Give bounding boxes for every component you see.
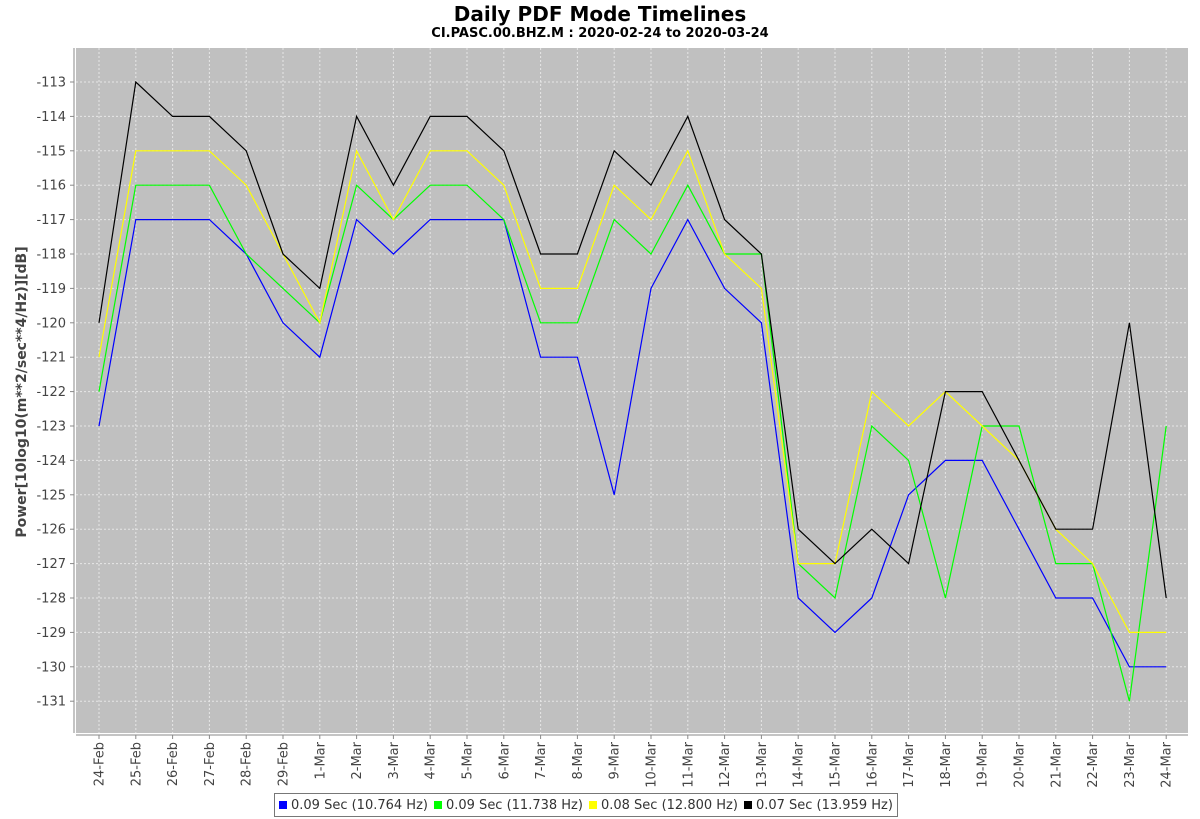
x-tick-label: 24-Feb [93, 742, 108, 786]
series-line-3 [98, 149, 1167, 634]
y-tick-label: -122 [36, 385, 66, 400]
x-tick-label: 9-Mar [608, 741, 623, 779]
y-tick-label: -116 [36, 179, 66, 194]
x-tick-label: 15-Mar [829, 741, 844, 787]
y-tick-label: -119 [36, 282, 66, 297]
x-tick-label: 3-Mar [387, 741, 402, 779]
y-tick-label: -129 [36, 626, 66, 641]
y-tick-label: -114 [36, 110, 66, 125]
legend-swatch [588, 801, 597, 809]
x-tick-label: 7-Mar [534, 741, 549, 779]
y-tick-label: -118 [36, 248, 66, 263]
x-tick-label: 8-Mar [571, 741, 586, 779]
x-tick-label: 19-Mar [976, 741, 991, 787]
legend-item-1: 0.09 Sec (10.764 Hz) [279, 798, 428, 813]
y-tick-label: -117 [36, 213, 66, 228]
legend-swatch [743, 801, 752, 809]
series-lines [98, 80, 1167, 702]
grid-lines [76, 48, 1188, 733]
chart-subtitle: CI.PASC.00.BHZ.M : 2020-02-24 to 2020-03… [431, 26, 769, 41]
y-tick-label: -127 [36, 557, 66, 572]
x-tick-label: 27-Feb [203, 742, 218, 786]
chart-title: Daily PDF Mode Timelines [453, 2, 747, 26]
y-tick-label: -126 [36, 523, 66, 538]
y-tick-label: -123 [36, 420, 66, 435]
x-tick-label: 16-Mar [865, 741, 880, 787]
x-tick-label: 17-Mar [902, 741, 917, 787]
y-tick-label: -113 [36, 76, 66, 91]
x-tick-label: 14-Mar [792, 741, 807, 787]
y-tick-label: -124 [36, 454, 66, 469]
x-tick-label: 6-Mar [497, 741, 512, 779]
legend: 0.09 Sec (10.764 Hz) 0.09 Sec (11.738 Hz)… [274, 793, 898, 817]
x-tick-label: 20-Mar [1013, 741, 1028, 787]
x-tick-label: 23-Mar [1123, 741, 1138, 787]
x-tick-label: 28-Feb [240, 742, 255, 786]
x-tick-label: 5-Mar [461, 741, 476, 779]
legend-label: 0.08 Sec (12.800 Hz) [600, 797, 738, 813]
legend-swatch [433, 801, 442, 809]
x-tick-label: 21-Mar [1049, 741, 1064, 787]
x-axis-ticks: 24-Feb 25-Feb 26-Feb 27-Feb 28-Feb 29-Feb 1-Ma… [93, 735, 1175, 788]
y-tick-label: -130 [36, 660, 66, 675]
x-tick-label: 12-Mar [718, 741, 733, 787]
x-tick-label: 13-Mar [755, 741, 770, 787]
plot-area-background [76, 48, 1188, 733]
x-tick-label: 1-Mar [313, 741, 328, 779]
series-line-4 [98, 80, 1167, 599]
legend-item-3: 0.08 Sec (12.800 Hz) [588, 797, 738, 813]
y-tick-label: -121 [36, 351, 66, 366]
legend-item-2: 0.09 Sec (11.738 Hz) [433, 797, 583, 813]
x-tick-label: 24-Mar [1160, 741, 1175, 787]
x-tick-label: 4-Mar [424, 741, 439, 779]
y-tick-label: -125 [36, 488, 66, 503]
x-tick-label: 18-Mar [939, 741, 954, 787]
legend-swatch [279, 801, 287, 809]
x-tick-label: 11-Mar [681, 741, 696, 787]
y-tick-label: -120 [36, 316, 66, 331]
series-line-2 [98, 183, 1167, 702]
x-tick-label: 10-Mar [645, 741, 660, 787]
series-line-1 [98, 218, 1167, 668]
legend-label: 0.09 Sec (11.738 Hz) [445, 797, 583, 813]
legend-label: 0.09 Sec (10.764 Hz) [291, 797, 428, 813]
x-tick-label: 25-Feb [129, 742, 144, 786]
y-axis-ticks: -113 -114 -115 -116 -117 -118 -119 -120 -121 -122… [36, 76, 74, 710]
y-tick-label: -115 [36, 144, 66, 159]
x-tick-label: 29-Feb [277, 742, 292, 786]
legend-label: 0.07 Sec (13.959 Hz) [755, 797, 893, 813]
x-tick-label: 22-Mar [1086, 741, 1101, 787]
x-tick-label: 2-Mar [350, 741, 365, 779]
line-chart: -113 -114 -115 -116 -117 -118 -119 -120 -121 -122… [36, 48, 1188, 788]
legend-item-4: 0.07 Sec (13.959 Hz) [743, 797, 893, 813]
y-tick-label: -131 [36, 695, 66, 710]
y-tick-label: -128 [36, 592, 66, 607]
x-tick-label: 26-Feb [166, 742, 181, 786]
